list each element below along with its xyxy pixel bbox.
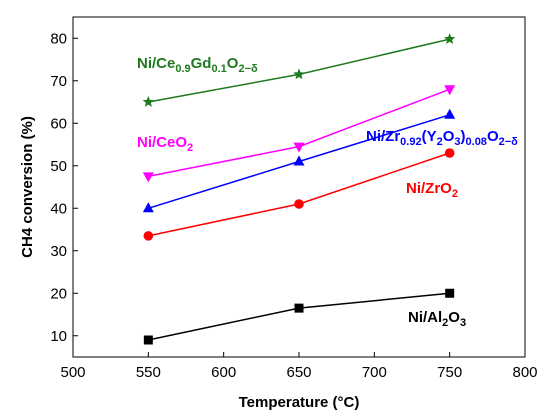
y-tick-label: 10 <box>50 328 67 345</box>
series-line <box>148 292 450 341</box>
data-point <box>142 96 154 107</box>
series <box>142 108 456 213</box>
series-label-ni-zry: Ni/Zr0.92(Y2O3)0.08O2−δ <box>366 128 518 148</box>
x-axis-title: Temperature (°C) <box>239 394 360 411</box>
series <box>143 288 455 345</box>
x-tick-label: 700 <box>362 364 387 381</box>
x-tick-label: 800 <box>512 364 537 381</box>
data-point <box>142 172 154 183</box>
data-point <box>293 142 305 153</box>
data-point <box>142 202 154 213</box>
y-tick-label: 20 <box>50 285 67 302</box>
data-point <box>294 303 304 313</box>
series <box>142 85 456 183</box>
data-point <box>143 335 153 345</box>
x-tick-label: 550 <box>136 364 161 381</box>
axis-ticks: 500 550 600 650 700 750 800 10 20 30 40 50 60 70 80 <box>50 30 537 381</box>
x-tick-label: 750 <box>437 364 462 381</box>
series-layer <box>142 33 456 345</box>
x-tick-label: 600 <box>211 364 236 381</box>
series-label-ni-cegd: Ni/Ce0.9Gd0.1O2−δ <box>137 55 258 75</box>
data-point <box>444 85 456 96</box>
y-axis-title: CH4 conversion (%) <box>19 116 36 258</box>
data-point <box>445 288 455 298</box>
data-point <box>294 199 304 209</box>
y-tick-label: 40 <box>50 200 67 217</box>
y-tick-label: 60 <box>50 115 67 132</box>
y-tick-label: 80 <box>50 30 67 47</box>
data-point <box>293 155 305 166</box>
data-point <box>293 68 305 80</box>
x-tick-label: 650 <box>286 364 311 381</box>
data-point <box>444 148 455 158</box>
series <box>142 33 456 107</box>
x-tick-label: 500 <box>60 364 85 381</box>
data-point <box>143 231 154 241</box>
series <box>143 148 455 241</box>
series-label-ni-ceo2: Ni/CeO2 <box>137 134 193 154</box>
data-point <box>444 108 456 119</box>
series-label-ni-zro2: Ni/ZrO2 <box>406 180 458 200</box>
series-label-ni-al2o3: Ni/Al2O3 <box>408 309 466 329</box>
y-tick-label: 50 <box>50 158 67 175</box>
data-point <box>444 33 456 44</box>
y-tick-label: 70 <box>50 73 67 90</box>
y-tick-label: 30 <box>50 243 67 260</box>
